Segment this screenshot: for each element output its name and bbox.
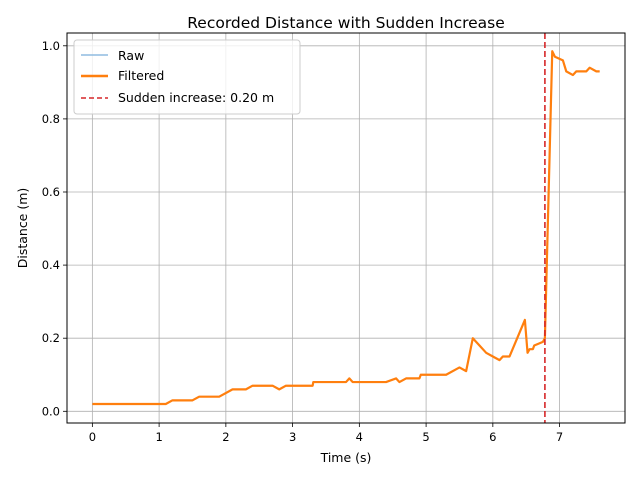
x-tick-label: 4 — [356, 430, 363, 444]
x-tick-label: 2 — [222, 430, 229, 444]
legend: Raw Filtered Sudden increase: 0.20 m — [73, 39, 301, 115]
x-tick-label: 7 — [556, 430, 563, 444]
y-tick-label: 0.4 — [42, 258, 60, 272]
y-tick-label: 0.8 — [42, 112, 60, 126]
x-tick-label: 6 — [489, 430, 496, 444]
x-tick-label: 1 — [155, 430, 162, 444]
y-tick-label: 0.2 — [42, 331, 60, 345]
legend-label-raw: Raw — [118, 48, 144, 63]
x-axis-label: Time (s) — [320, 450, 372, 465]
legend-box — [73, 39, 301, 115]
legend-label-filtered: Filtered — [118, 68, 164, 83]
x-tick-label: 0 — [89, 430, 96, 444]
plot-area — [92, 33, 600, 423]
x-tick-label: 5 — [422, 430, 429, 444]
axes-frame — [66, 32, 626, 424]
axis-ticks: 0 1 2 3 4 5 6 7 0.0 0.2 0.4 0.6 0.8 1.0 — [42, 39, 564, 444]
y-tick-label: 0.0 — [42, 404, 60, 418]
y-tick-label: 1.0 — [42, 39, 60, 53]
y-tick-label: 0.6 — [42, 185, 60, 199]
series-line-filtered — [92, 50, 600, 406]
legend-label-sudden-increase: Sudden increase: 0.20 m — [118, 90, 274, 105]
x-tick-label: 3 — [289, 430, 296, 444]
chart-title: Recorded Distance with Sudden Increase — [187, 14, 505, 32]
y-axis-label: Distance (m) — [15, 188, 30, 269]
grid — [67, 33, 625, 423]
